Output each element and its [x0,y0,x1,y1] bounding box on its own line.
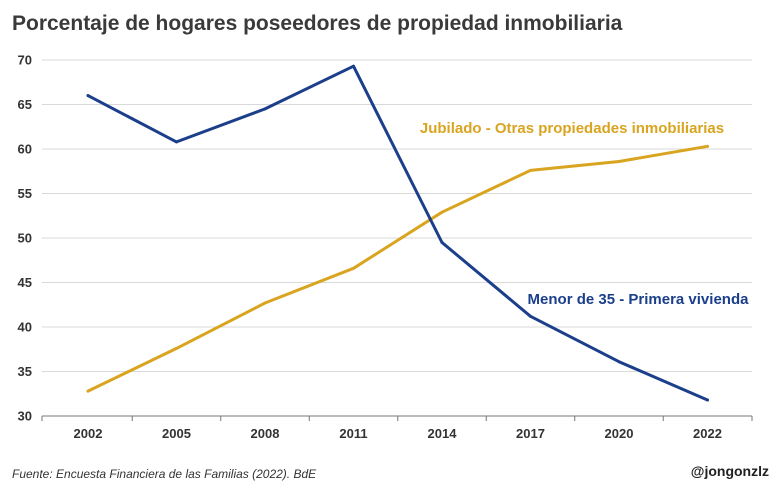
series-line-2 [86,64,709,402]
series-label-2: Menor de 35 - Primera vivienda [528,291,750,308]
data-point [263,107,267,111]
x-tick-label: 2002 [74,426,103,441]
x-tick-label: 2017 [516,426,545,441]
data-point [86,389,90,393]
data-point [617,360,621,364]
x-axis: 2002 2005 2008 2011 2014 2017 2020 2022 [41,416,753,441]
data-point [175,140,178,144]
y-tick-label: 70 [18,53,32,68]
data-point [529,168,532,172]
y-tick-label: 60 [18,142,32,157]
y-axis: 30 35 40 45 50 55 60 65 70 [18,53,32,424]
data-point [440,240,444,244]
x-tick-label: 2008 [251,426,280,441]
series-line-1 [86,144,709,393]
series-labels: Jubilado - Otras propiedades inmobiliari… [420,120,749,308]
data-point [706,398,709,402]
y-tick-label: 45 [18,275,32,290]
data-point [440,210,444,214]
x-tick-label: 2022 [693,426,722,441]
x-tick-label: 2011 [339,426,367,441]
data-point [86,94,90,98]
source-note: Fuente: Encuesta Financiera de las Famil… [12,467,317,481]
y-tick-label: 50 [18,231,32,246]
data-point [352,64,355,68]
data-point [617,159,621,163]
y-tick-label: 40 [18,320,32,335]
y-tick-label: 30 [18,409,32,424]
x-tick-label: 2014 [428,426,458,441]
data-point [706,144,709,148]
data-point [529,314,532,318]
gridlines [42,59,752,417]
chart-title: Porcentaje de hogares poseedores de prop… [12,12,623,35]
series-lines [86,64,709,402]
data-point [263,301,267,305]
x-tick-label: 2020 [605,426,634,441]
x-tick-label: 2005 [162,426,191,441]
author-credit: @jongonzlz [690,463,769,479]
y-tick-label: 35 [18,364,32,379]
data-point [175,346,178,350]
y-tick-label: 65 [18,97,32,112]
y-tick-label: 55 [18,186,32,201]
data-point [352,266,355,270]
series-label-1: Jubilado - Otras propiedades inmobiliari… [420,120,724,137]
